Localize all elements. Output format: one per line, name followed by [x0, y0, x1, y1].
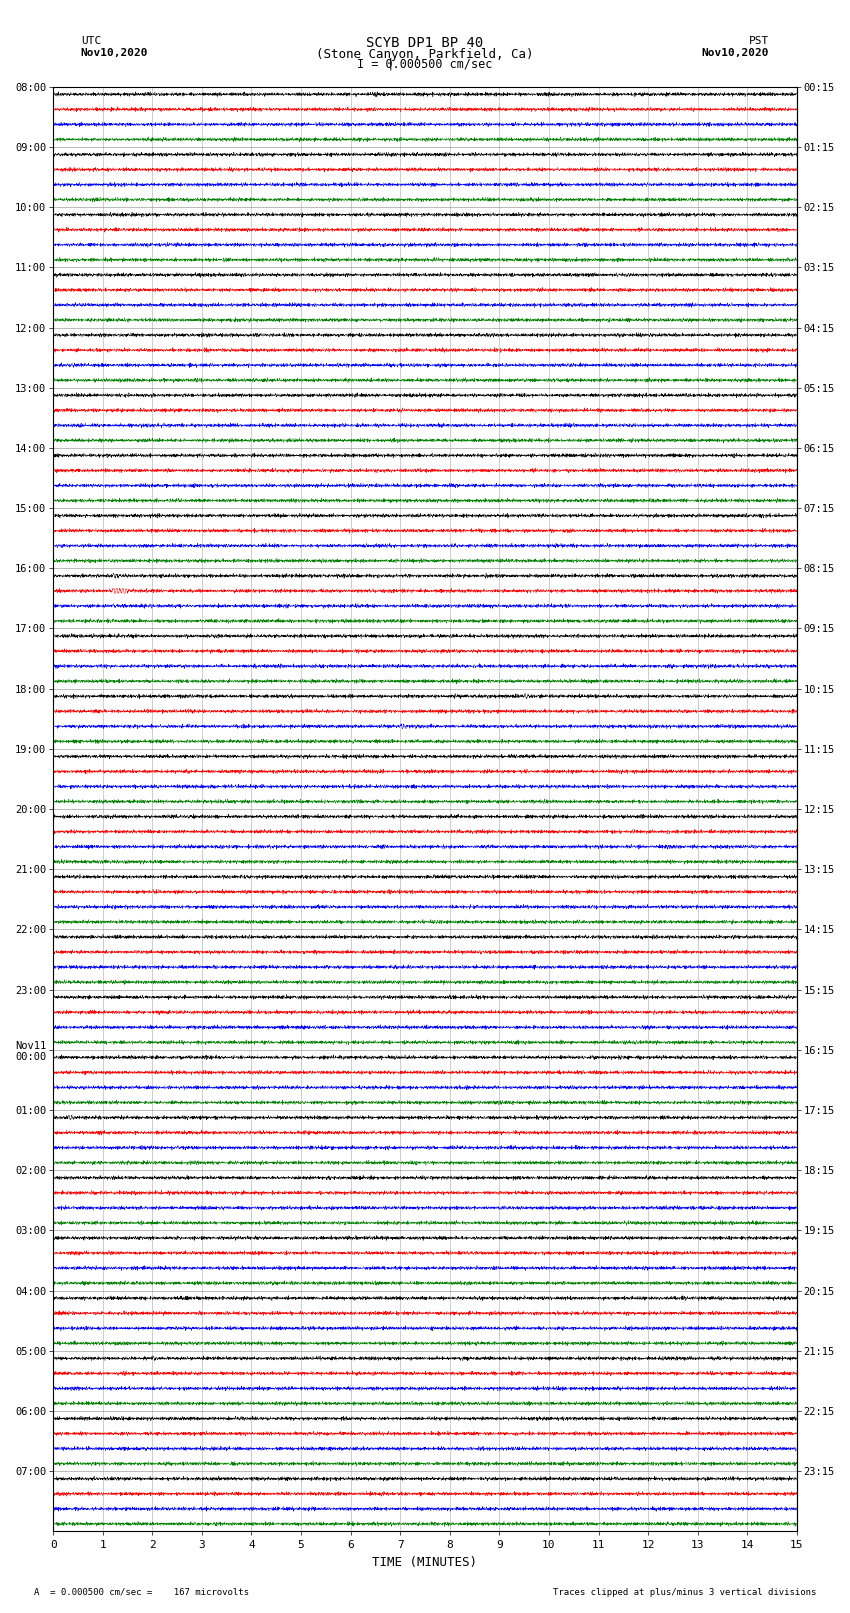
X-axis label: TIME (MINUTES): TIME (MINUTES) [372, 1557, 478, 1569]
Text: |: | [388, 58, 394, 71]
Text: (Stone Canyon, Parkfield, Ca): (Stone Canyon, Parkfield, Ca) [316, 47, 534, 61]
Text: Traces clipped at plus/minus 3 vertical divisions: Traces clipped at plus/minus 3 vertical … [552, 1587, 816, 1597]
Text: UTC: UTC [81, 37, 101, 47]
Text: I = 0.000500 cm/sec: I = 0.000500 cm/sec [357, 58, 493, 71]
Text: A  = 0.000500 cm/sec =    167 microvolts: A = 0.000500 cm/sec = 167 microvolts [34, 1587, 249, 1597]
Text: PST: PST [749, 37, 769, 47]
Text: Nov10,2020: Nov10,2020 [702, 47, 769, 58]
Text: SCYB DP1 BP 40: SCYB DP1 BP 40 [366, 37, 484, 50]
Text: Nov10,2020: Nov10,2020 [81, 47, 148, 58]
